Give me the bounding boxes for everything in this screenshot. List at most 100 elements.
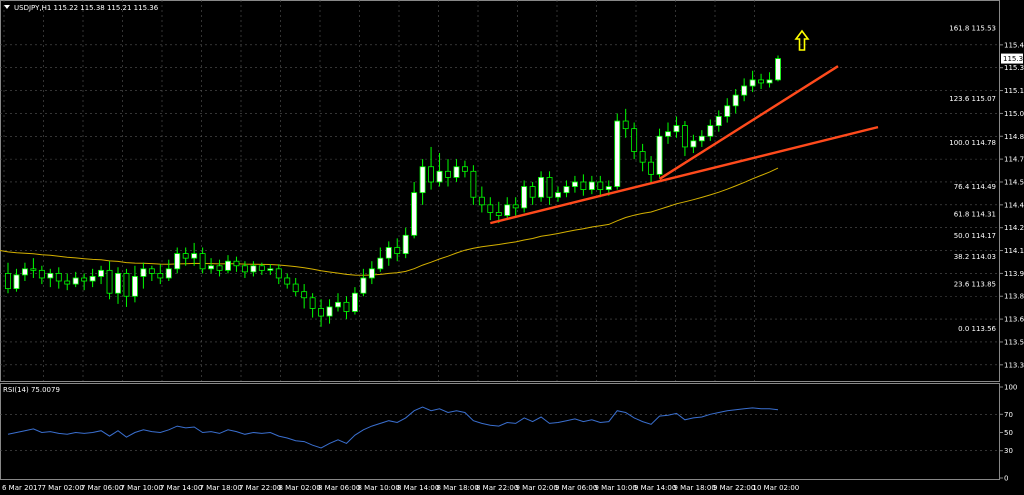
current-price-box (1001, 53, 1023, 64)
fib-level-label: 0.0 113.56 (958, 325, 996, 333)
time-tick-label: 9 Mar 18:00 (674, 484, 716, 492)
candle-body (21, 268, 28, 276)
time-tick-label: 9 Mar 10:00 (595, 484, 637, 492)
candle-body (673, 125, 680, 133)
candle-body (326, 306, 333, 317)
main-chart-frame (0, 0, 1000, 382)
fib-level-label: 100.0 114.78 (949, 139, 996, 147)
time-tick-label: 9 Mar 14:00 (634, 484, 676, 492)
fib-level-label: 61.8 114.31 (954, 211, 996, 219)
time-tick-label: 8 Mar 02:00 (279, 484, 321, 492)
candle-body (614, 120, 621, 187)
candle-body (258, 265, 265, 271)
time-tick-label: 7 Mar 02:00 (42, 484, 84, 492)
candle-body (402, 234, 409, 254)
candle-body (741, 85, 748, 96)
candle-body (394, 247, 401, 254)
candle-body (648, 161, 655, 175)
candle-body (597, 181, 604, 190)
candle-body (724, 105, 731, 117)
candle-body (656, 135, 663, 175)
candle-body (123, 272, 130, 297)
candle-body (605, 186, 612, 190)
candle-body (351, 292, 358, 312)
candle-body (775, 58, 781, 81)
candle-body (681, 125, 688, 148)
candle-body (72, 277, 79, 285)
candle-body (732, 94, 739, 107)
time-tick-label: 7 Mar 14:00 (160, 484, 202, 492)
candle-body (377, 257, 384, 270)
rsi-line (7, 406, 779, 449)
rsi-grid (0, 413, 1000, 452)
up-arrow-icon (794, 29, 810, 51)
price-tick-label: 115.45 (1004, 41, 1024, 49)
candle-body (64, 280, 71, 285)
price-tick-label: 113.35 (1004, 361, 1024, 369)
price-tick-label: 115.30 (1004, 64, 1024, 72)
candle-body (665, 131, 671, 137)
candle-body (529, 186, 536, 198)
rsi-panel-frame (0, 383, 1000, 480)
fib-level-label: 161.8 115.53 (949, 25, 996, 33)
candle-body (631, 128, 638, 152)
price-tick-label: 113.65 (1004, 316, 1024, 324)
rsi-tick-label: 70 (1004, 411, 1013, 419)
candle-body (478, 196, 485, 206)
candle-body (81, 277, 88, 282)
price-tick-label: 114.10 (1004, 247, 1024, 255)
current-price-label: 115.36 (1003, 55, 1024, 63)
fib-level-label: 23.6 113.85 (954, 281, 996, 289)
time-tick-label: 7 Mar 18:00 (200, 484, 242, 492)
price-tick-label: 113.80 (1004, 293, 1024, 301)
candle-body (411, 192, 418, 236)
candle-body (140, 268, 147, 277)
candle-body (182, 253, 189, 259)
candle-body (309, 297, 316, 309)
candle-body (698, 135, 705, 142)
candle-body (115, 272, 121, 294)
candle-body (368, 268, 375, 279)
time-tick-label: 8 Mar 06:00 (318, 484, 360, 492)
candle-body (538, 177, 545, 198)
candle-body (292, 283, 299, 293)
fib-level-label: 50.0 114.17 (954, 232, 996, 240)
time-tick-label: 6 Mar 2017 (2, 484, 42, 492)
price-tick-label: 114.70 (1004, 156, 1024, 164)
time-tick-label: 7 Mar 06:00 (81, 484, 123, 492)
time-tick-label: 9 Mar 02:00 (516, 484, 558, 492)
candle-body (445, 170, 451, 178)
candle-body (563, 186, 570, 194)
candle-body (318, 308, 325, 317)
candle-body (38, 269, 45, 279)
fib-level-label: 38.2 114.03 (954, 253, 996, 261)
candle-body (749, 79, 756, 87)
chart-title: USDJPY,H1 115.22 115.38 115.21 115.36 (14, 4, 159, 12)
candle-body (715, 116, 722, 127)
rsi-tick-label: 50 (1004, 429, 1013, 437)
moving-average-line (0, 167, 779, 276)
candle-body (766, 79, 773, 84)
rsi-axis: 100 70 50 30 0 (1000, 384, 1017, 483)
fibonacci-levels: 161.8 115.53 123.6 115.07 100.0 114.78 76.4… (949, 25, 996, 333)
time-tick-label: 9 Mar 06:00 (555, 484, 597, 492)
candle-body (191, 253, 198, 259)
price-axis: 115.45 115.30 115.15 115.00 114.85 114.70 114.… (1000, 41, 1024, 369)
price-tick-label: 113.95 (1004, 270, 1024, 278)
candle-body (131, 276, 138, 297)
price-tick-label: 115.00 (1004, 110, 1024, 118)
candle-body (385, 247, 392, 259)
moving-average (0, 167, 779, 276)
candle-body (55, 272, 62, 282)
symbol-dropdown-icon[interactable] (4, 5, 10, 9)
rsi-tick-label: 0 (1004, 475, 1008, 483)
candle-body (360, 277, 367, 294)
candle-body (639, 151, 646, 163)
candle-body (199, 253, 206, 270)
candle-body (233, 260, 240, 267)
candle-body (758, 79, 765, 84)
trendlines (490, 65, 879, 225)
time-tick-label: 8 Mar 22:00 (476, 484, 518, 492)
trendline (490, 125, 879, 225)
